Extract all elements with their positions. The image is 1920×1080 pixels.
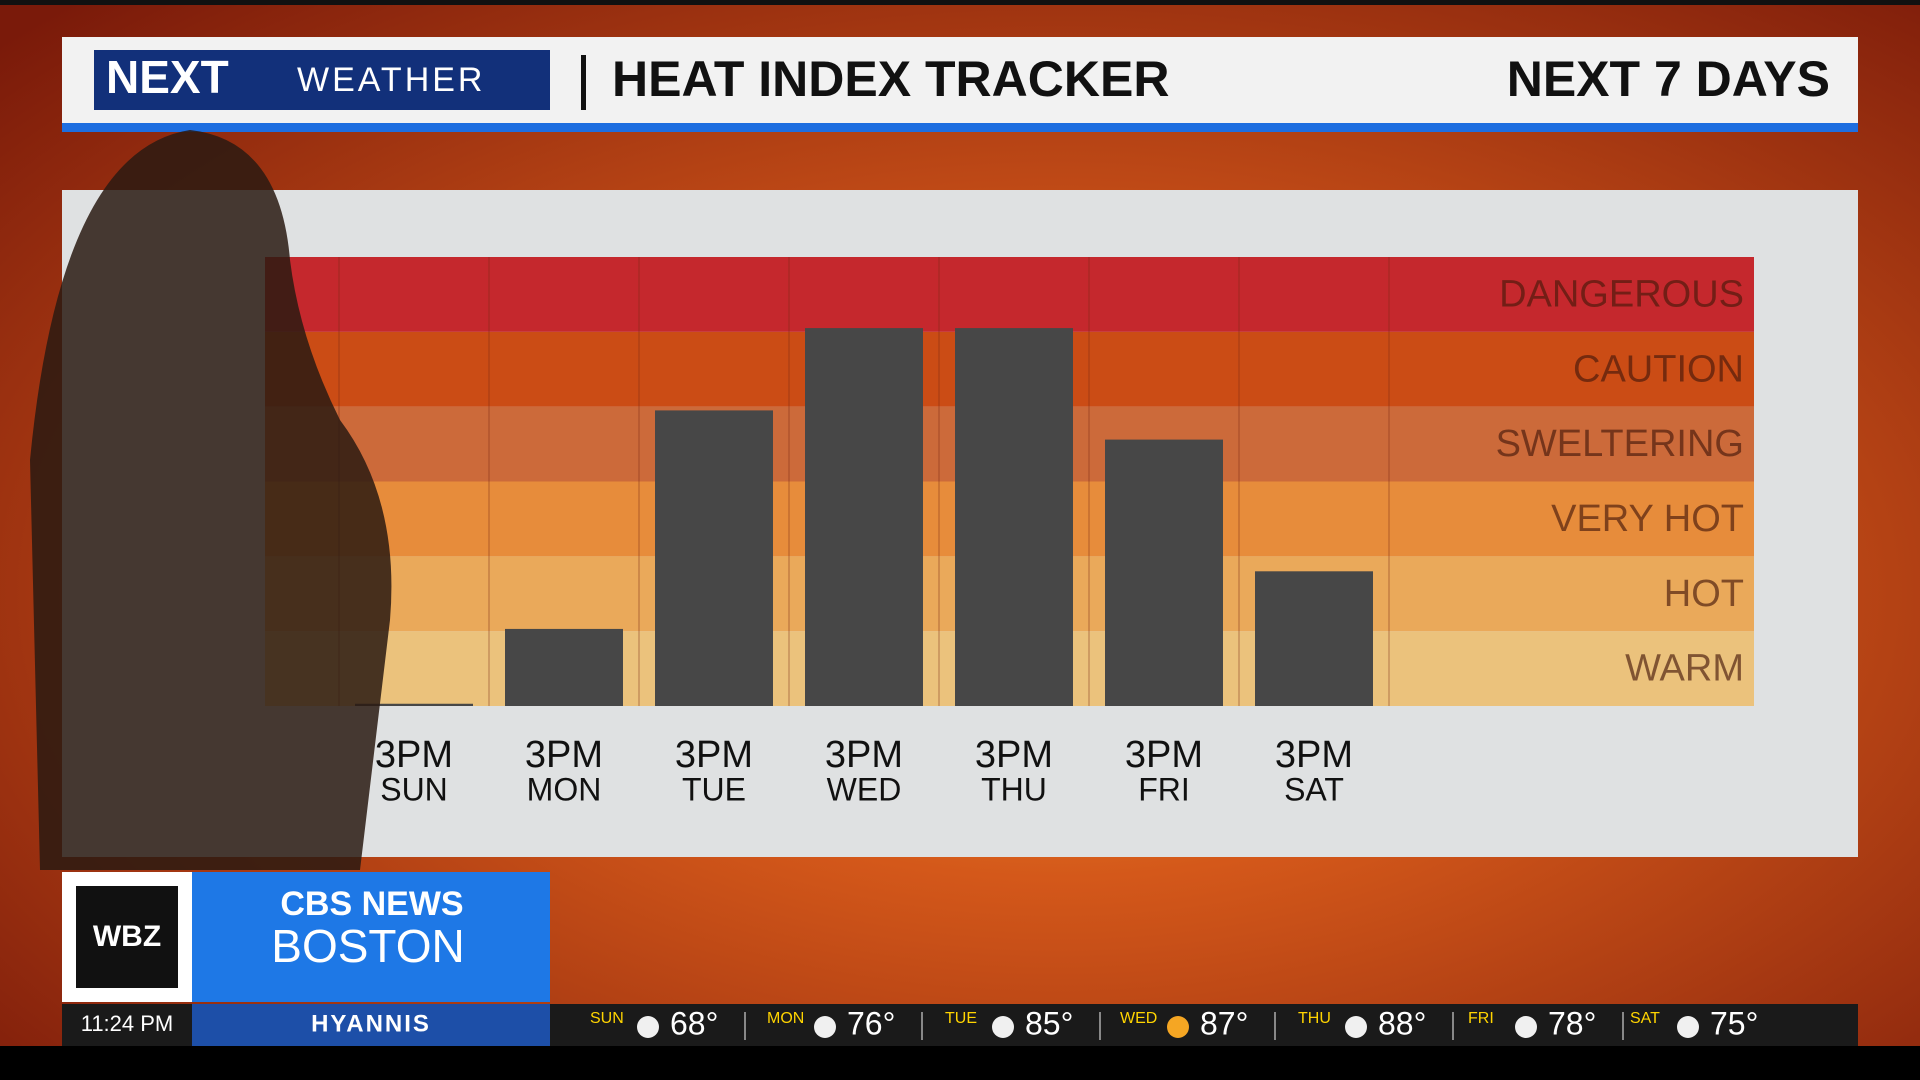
x-tick-day: THU — [981, 771, 1047, 807]
bar — [1105, 439, 1223, 706]
station-call: WBZ — [93, 920, 161, 953]
x-tick-day: TUE — [682, 771, 746, 807]
x-tick-time: 3PM — [375, 734, 453, 776]
weather-icon — [1677, 1016, 1699, 1038]
header-divider — [581, 55, 586, 110]
location-box — [192, 1004, 550, 1046]
bar — [505, 628, 623, 706]
ticker-temp: 88° — [1378, 1005, 1426, 1041]
x-tick-time: 3PM — [675, 734, 753, 776]
band-label: WARM — [1625, 648, 1744, 690]
x-tick-time: 3PM — [825, 734, 903, 776]
x-tick-time: 3PM — [975, 734, 1053, 776]
ticker-day: WED — [1120, 1010, 1157, 1027]
presenter — [30, 130, 392, 870]
x-tick-day: SAT — [1284, 771, 1344, 807]
x-tick-day: WED — [827, 771, 902, 807]
ticker-days: SUN 68° MON 76° TUE 85° WED 87° THU 88° FRI 78° SAT 7… — [590, 1005, 1758, 1041]
ticker-day: MON — [767, 1010, 804, 1027]
bar — [955, 328, 1073, 706]
band-label: SWELTERING — [1496, 423, 1744, 465]
x-tick-time: 3PM — [1125, 734, 1203, 776]
wbz-inner — [76, 886, 178, 988]
bottom-edge — [0, 1046, 1920, 1080]
weather-icon — [1345, 1016, 1367, 1038]
header-stripe — [62, 123, 1858, 132]
bar — [805, 328, 923, 706]
ticker-time: 11:24 PM — [81, 1011, 174, 1036]
band-label: CAUTION — [1573, 348, 1744, 390]
x-tick-day: MON — [527, 771, 602, 807]
ticker-day: SUN — [590, 1010, 624, 1027]
band-label: DANGEROUS — [1499, 273, 1744, 315]
chart: WARM HOT VERY HOT SWELTERING CAUTION DANGEROU… — [265, 257, 1754, 807]
weather-icon — [1515, 1016, 1537, 1038]
ticker-temp: 78° — [1548, 1005, 1596, 1041]
x-tick-day: SUN — [380, 771, 448, 807]
ticker-temp: 68° — [670, 1005, 718, 1041]
ticker-day: TUE — [945, 1010, 977, 1027]
network-box — [192, 872, 550, 1002]
x-tick-time: 3PM — [1275, 734, 1353, 776]
band-label: HOT — [1664, 573, 1744, 615]
header-title: HEAT INDEX TRACKER — [612, 51, 1169, 107]
logo-box — [94, 50, 550, 110]
x-tick-time: 3PM — [525, 734, 603, 776]
logo-next: NEXT — [106, 51, 229, 103]
ticker-temp: 76° — [847, 1005, 895, 1041]
band-label: VERY HOT — [1551, 498, 1744, 540]
top-edge — [0, 0, 1920, 5]
logo-weather: WEATHER — [297, 61, 485, 99]
station-network: CBS NEWS — [280, 885, 463, 923]
heat-band — [265, 257, 1754, 332]
weather-icon — [637, 1016, 659, 1038]
ticker-location: HYANNIS — [311, 1010, 431, 1037]
bar — [1255, 571, 1373, 706]
ticker-day: SAT — [1630, 1010, 1660, 1027]
ticker-temp: 75° — [1710, 1005, 1758, 1041]
bar — [655, 410, 773, 706]
weather-icon — [1167, 1016, 1189, 1038]
x-tick-day: FRI — [1138, 771, 1190, 807]
bar — [355, 703, 473, 706]
weather-icon — [814, 1016, 836, 1038]
ticker-temp: 87° — [1200, 1005, 1248, 1041]
station-city: BOSTON — [271, 920, 464, 972]
ticker-day: THU — [1298, 1010, 1331, 1027]
header-range: NEXT 7 DAYS — [1507, 51, 1830, 107]
ticker-temp: 85° — [1025, 1005, 1073, 1041]
ticker-day: FRI — [1468, 1010, 1494, 1027]
weather-icon — [992, 1016, 1014, 1038]
